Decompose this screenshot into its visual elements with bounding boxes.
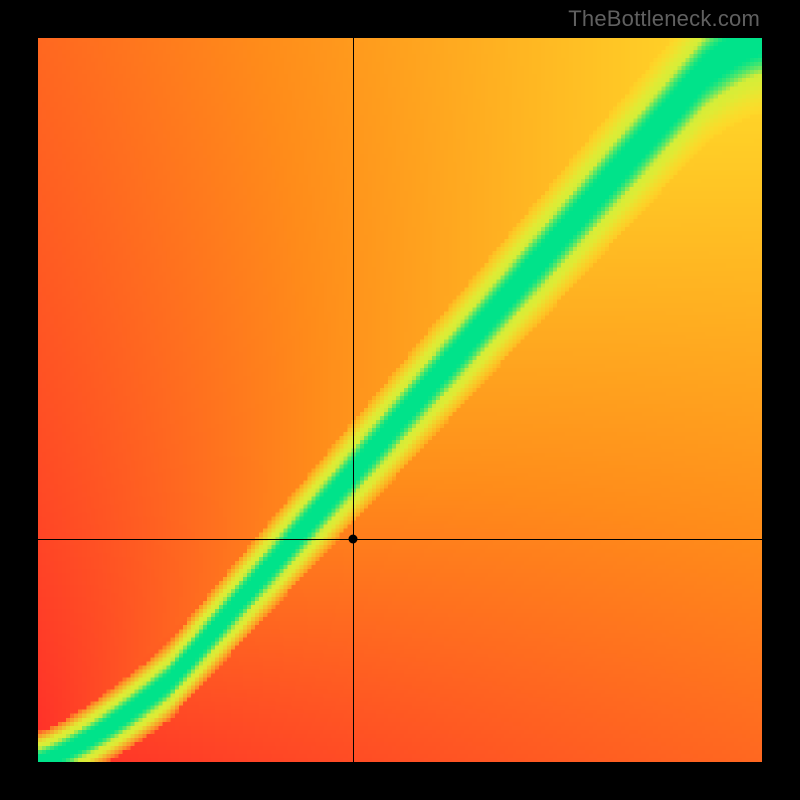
crosshair-horizontal — [38, 539, 762, 540]
crosshair-vertical — [353, 38, 354, 762]
plot-frame — [38, 38, 762, 762]
crosshair-marker — [348, 535, 357, 544]
bottleneck-heatmap — [38, 38, 762, 762]
watermark-text: TheBottleneck.com — [568, 6, 760, 32]
chart-container: TheBottleneck.com — [0, 0, 800, 800]
